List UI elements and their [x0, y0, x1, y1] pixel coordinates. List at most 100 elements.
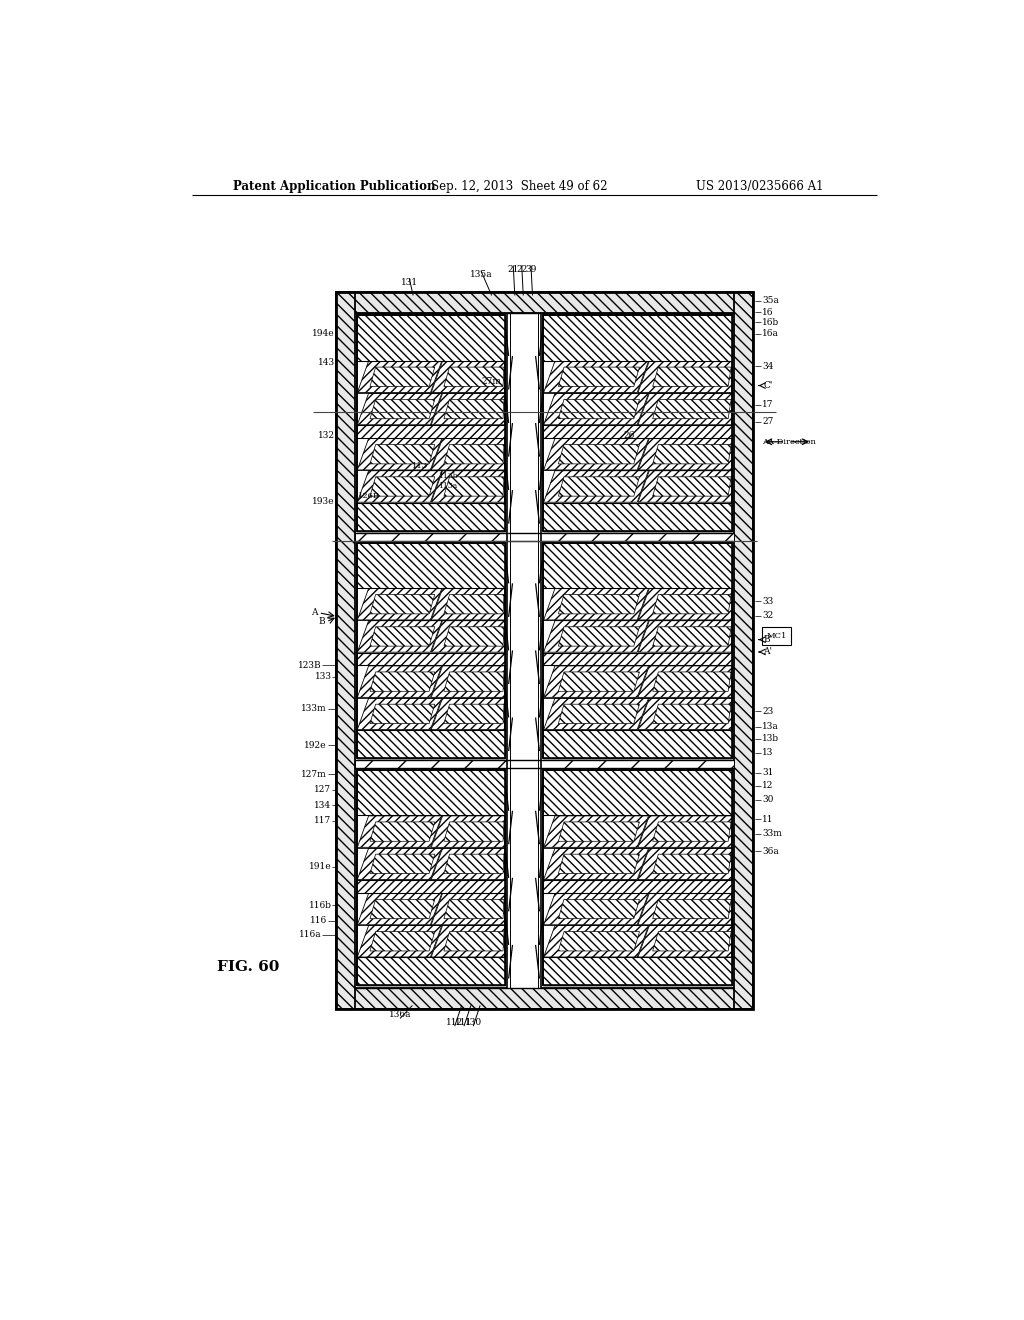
Bar: [544, 957, 732, 985]
Bar: [628, 776, 685, 807]
Polygon shape: [638, 393, 732, 425]
Polygon shape: [431, 665, 505, 697]
Bar: [628, 722, 685, 751]
Bar: [357, 315, 505, 531]
Text: 127m: 127m: [301, 770, 327, 779]
Polygon shape: [443, 367, 504, 387]
Bar: [544, 315, 732, 360]
Text: B': B': [764, 635, 773, 644]
Bar: [544, 771, 732, 985]
Text: 116b: 116b: [308, 900, 332, 909]
Polygon shape: [652, 594, 731, 614]
Text: 11: 11: [762, 814, 773, 824]
Text: Patent Application Publication: Patent Application Publication: [233, 181, 435, 194]
Bar: [357, 503, 505, 531]
Bar: [544, 857, 731, 899]
Bar: [544, 488, 731, 531]
Bar: [628, 949, 685, 979]
Bar: [544, 771, 732, 985]
Text: 30: 30: [762, 796, 773, 804]
Bar: [544, 813, 731, 855]
Polygon shape: [558, 400, 639, 418]
Polygon shape: [443, 594, 504, 614]
Text: C': C': [764, 381, 773, 389]
Polygon shape: [544, 849, 648, 879]
Polygon shape: [638, 471, 732, 502]
Polygon shape: [544, 816, 648, 847]
Bar: [544, 630, 731, 672]
Polygon shape: [638, 849, 732, 879]
Bar: [365, 776, 409, 807]
Polygon shape: [558, 704, 639, 723]
Text: 191e: 191e: [309, 862, 332, 871]
Text: 192e: 192e: [304, 741, 327, 750]
Bar: [357, 488, 504, 531]
Bar: [357, 543, 505, 758]
Polygon shape: [357, 393, 441, 425]
Bar: [357, 445, 504, 487]
Text: 113: 113: [413, 462, 429, 470]
Bar: [357, 672, 504, 714]
Bar: [544, 543, 732, 758]
Bar: [357, 857, 504, 899]
Bar: [357, 359, 504, 401]
Bar: [365, 722, 409, 751]
Polygon shape: [443, 932, 504, 950]
Bar: [365, 322, 409, 352]
Polygon shape: [370, 704, 435, 723]
Text: 16: 16: [762, 308, 773, 317]
Bar: [424, 776, 468, 807]
Bar: [628, 549, 685, 579]
Bar: [357, 543, 505, 758]
Bar: [544, 900, 731, 942]
Polygon shape: [544, 665, 648, 697]
Polygon shape: [558, 477, 639, 496]
Polygon shape: [443, 477, 504, 496]
Bar: [544, 771, 732, 985]
Text: 131: 131: [400, 277, 418, 286]
Bar: [762, 627, 792, 645]
Text: 117: 117: [314, 816, 332, 825]
Polygon shape: [431, 438, 505, 470]
Polygon shape: [652, 704, 731, 723]
Text: B: B: [318, 618, 326, 627]
Bar: [628, 863, 685, 892]
Polygon shape: [357, 894, 441, 925]
Polygon shape: [431, 849, 505, 879]
Polygon shape: [544, 620, 648, 652]
Bar: [544, 445, 731, 487]
Polygon shape: [652, 627, 731, 645]
Text: Sep. 12, 2013  Sheet 49 of 62: Sep. 12, 2013 Sheet 49 of 62: [431, 181, 607, 194]
Bar: [357, 315, 505, 360]
Polygon shape: [544, 438, 648, 470]
Text: 27m: 27m: [481, 378, 502, 387]
Text: 127: 127: [314, 785, 332, 795]
Bar: [365, 949, 409, 979]
Bar: [357, 771, 505, 816]
Bar: [357, 957, 505, 985]
Bar: [553, 322, 609, 352]
Polygon shape: [431, 471, 505, 502]
Text: MC1: MC1: [766, 632, 786, 640]
Bar: [336, 987, 753, 1010]
Text: 133m: 133m: [301, 705, 327, 713]
Bar: [357, 544, 504, 586]
Polygon shape: [558, 367, 639, 387]
Text: 13a: 13a: [762, 722, 778, 731]
Bar: [553, 494, 609, 524]
Text: 34: 34: [762, 362, 773, 371]
Bar: [544, 401, 731, 444]
Bar: [365, 494, 409, 524]
Bar: [544, 543, 732, 758]
Text: 143: 143: [317, 358, 335, 367]
Bar: [544, 425, 732, 438]
Bar: [357, 401, 504, 444]
Bar: [336, 292, 354, 1010]
Bar: [544, 315, 731, 358]
Text: 23: 23: [762, 706, 773, 715]
Bar: [544, 315, 732, 531]
Polygon shape: [544, 362, 648, 392]
Polygon shape: [558, 627, 639, 645]
Bar: [544, 315, 732, 531]
Polygon shape: [652, 672, 731, 692]
